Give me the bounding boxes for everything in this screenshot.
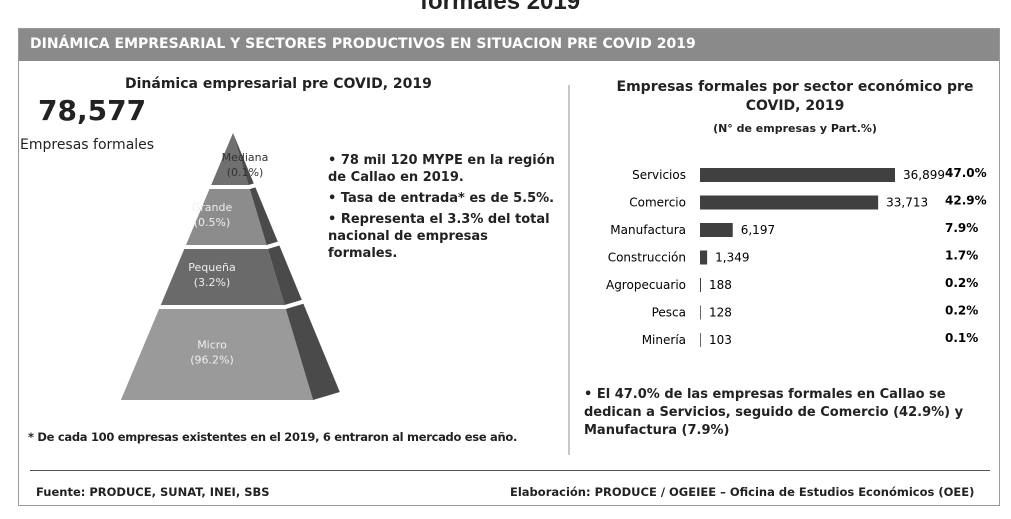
frame <box>18 28 1000 506</box>
bar <box>700 333 701 347</box>
total-label: Empresas formales <box>20 137 155 153</box>
footer-credit: Elaboración: PRODUCE / OGEIEE – Oficina … <box>510 485 975 499</box>
pyramid-face <box>160 249 285 305</box>
right-note: • El 47.0% de las empresas formales en C… <box>584 387 964 438</box>
total: 78,577 <box>38 94 147 127</box>
share-label: 7.9% <box>945 221 978 235</box>
value-label: 36,899 <box>903 168 945 182</box>
value-label: 6,197 <box>741 223 775 237</box>
bar <box>700 278 701 292</box>
category-label: Minería <box>642 333 686 347</box>
category-label: Agropecuario <box>606 278 686 292</box>
pyramid-label: Mediana <box>222 151 269 164</box>
share-label: 0.2% <box>945 276 978 290</box>
value-label: 33,713 <box>886 196 928 210</box>
pyramid-share: (0.5%) <box>194 216 231 229</box>
bar <box>700 168 895 182</box>
pyramid-side <box>249 187 278 245</box>
pyramid-face <box>211 133 249 185</box>
bullet-text: 78 mil 120 MYPE en la región de Callao e… <box>328 153 555 185</box>
share-label: 0.1% <box>945 331 978 345</box>
header-title: DINÁMICA EMPRESARIAL Y SECTORES PRODUCTI… <box>30 36 696 52</box>
value-label: 1,349 <box>715 251 749 265</box>
value-label: 103 <box>709 333 732 347</box>
footer-line <box>30 470 990 471</box>
pyramid-face <box>185 189 267 245</box>
pyramid-label: Pequeña <box>188 261 235 274</box>
pyramid-face <box>120 309 314 400</box>
value-label: 188 <box>709 278 732 292</box>
right-note-text: El 47.0% de las empresas formales en Cal… <box>584 387 964 438</box>
pyramid-side <box>267 245 302 305</box>
pyramid-label: Grande <box>192 201 233 214</box>
bullet: • Tasa de entrada* es de 5.5%. <box>328 191 555 206</box>
share-label: 1.7% <box>945 249 978 263</box>
pyramid-side <box>285 303 340 400</box>
category-label: Manufactura <box>610 223 686 237</box>
bullet: • Representa el 3.3% del total nacional … <box>328 212 550 261</box>
value-label: 128 <box>709 306 732 320</box>
pyramid-label: Micro <box>197 339 227 352</box>
pyramid-share: (96.2%) <box>190 354 234 367</box>
bar <box>700 305 701 320</box>
category-label: Servicios <box>632 168 686 182</box>
bullet-text: Representa el 3.3% del total nacional de… <box>328 212 550 261</box>
bar <box>700 250 708 265</box>
category-label: Construcción <box>608 251 686 265</box>
bullets: • 78 mil 120 MYPE en la región de Callao… <box>328 152 558 262</box>
pyramid-side <box>233 133 254 185</box>
bar <box>700 195 879 210</box>
header-bar <box>19 29 999 61</box>
bullet-text: Tasa de entrada* es de 5.5%. <box>340 191 555 206</box>
category-label: Comercio <box>629 196 686 210</box>
separator <box>568 85 570 455</box>
pyramid-share: (0.1%) <box>227 166 264 179</box>
note: * De cada 100 empresas existentes en el … <box>28 430 518 444</box>
bar <box>700 223 733 237</box>
share-label: 42.9% <box>945 194 987 208</box>
share-label: 47.0% <box>945 166 987 180</box>
bullet: • 78 mil 120 MYPE en la región de Callao… <box>328 153 555 185</box>
footer-source: Fuente: PRODUCE, SUNAT, INEI, SBS <box>36 485 270 499</box>
chart-title: Empresas formales por sector económico p… <box>616 79 974 114</box>
category-label: Pesca <box>652 306 686 320</box>
share-label: 0.2% <box>945 304 978 318</box>
left-title: Dinámica empresarial pre COVID, 2019 <box>125 76 432 92</box>
chart-subtitle: (N° de empresas y Part.%) <box>713 122 877 135</box>
top-title: formales 2019 <box>420 0 581 15</box>
pyramid-share: (3.2%) <box>194 276 231 289</box>
